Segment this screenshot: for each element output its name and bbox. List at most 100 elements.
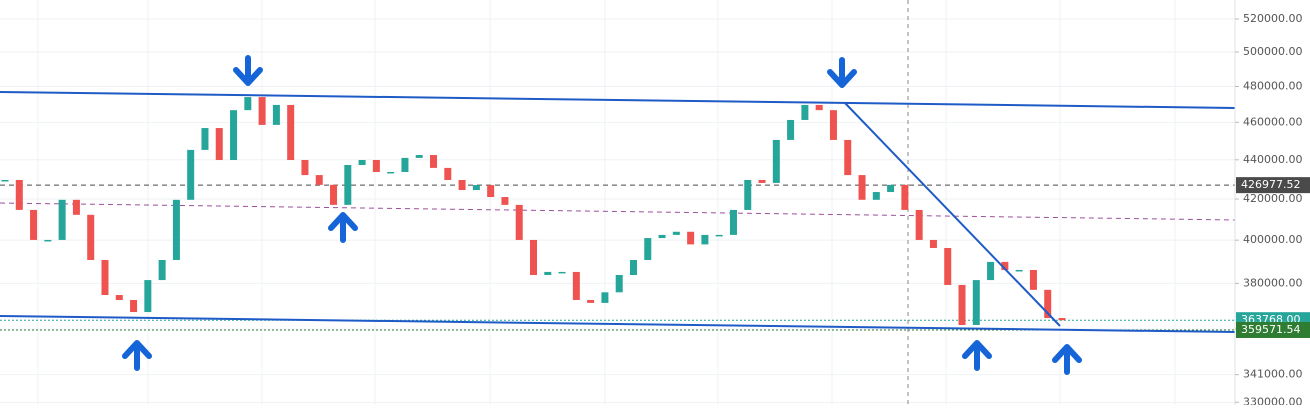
- candle: [1001, 261, 1009, 270]
- candle: [544, 271, 552, 276]
- candle: [144, 280, 152, 313]
- candle: [772, 139, 780, 183]
- candles: [1, 97, 1066, 325]
- candle: [44, 239, 52, 242]
- candle: [301, 160, 309, 176]
- up-arrow: [962, 340, 992, 371]
- candle: [672, 231, 680, 235]
- candle: [944, 247, 952, 285]
- y-tick-label: 520000.00: [1243, 12, 1303, 25]
- candle: [729, 209, 737, 235]
- candle: [487, 185, 495, 198]
- candle: [758, 179, 766, 183]
- candle: [287, 104, 295, 161]
- candle: [87, 214, 95, 260]
- y-tick-label: 330000.00: [1243, 395, 1303, 405]
- arrows: [122, 55, 1082, 375]
- y-tick-label: 400000.00: [1243, 233, 1303, 246]
- candle: [101, 259, 109, 296]
- price-tag: [1236, 321, 1310, 338]
- candle: [829, 110, 837, 140]
- candle: [315, 175, 323, 185]
- candle: [72, 199, 80, 215]
- candle: [187, 149, 195, 200]
- candle: [658, 234, 666, 239]
- candle: [615, 275, 623, 293]
- candle: [258, 97, 266, 125]
- candle: [158, 259, 166, 281]
- candle: [1029, 269, 1037, 290]
- time-grid: [37, 0, 1176, 405]
- candle: [215, 128, 223, 161]
- candle: [130, 299, 138, 313]
- candle: [444, 167, 452, 180]
- candle: [201, 128, 209, 150]
- candle: [787, 119, 795, 140]
- candle: [587, 299, 595, 303]
- candle: [115, 295, 123, 300]
- price-tag-label: 359571.54: [1241, 323, 1301, 336]
- candle: [458, 179, 466, 191]
- candle: [601, 292, 609, 303]
- candle: [958, 284, 966, 325]
- y-tick-label: 500000.00: [1243, 45, 1303, 58]
- candle: [929, 239, 937, 248]
- price-tag: [1236, 177, 1310, 194]
- up-arrow: [122, 340, 152, 371]
- up-arrow: [1052, 344, 1082, 375]
- y-tick-label: 440000.00: [1243, 153, 1303, 166]
- lower-channel-line: [0, 315, 1236, 333]
- candle: [715, 234, 723, 237]
- candle: [530, 239, 537, 276]
- candle: [272, 104, 280, 125]
- candle: [629, 259, 637, 276]
- candle: [30, 209, 38, 240]
- candle: [687, 231, 695, 245]
- candle: [1044, 289, 1052, 319]
- candle: [515, 204, 523, 240]
- candle: [244, 97, 252, 111]
- candle: [358, 160, 366, 166]
- candle: [701, 234, 709, 245]
- candle: [1058, 318, 1066, 321]
- price-axis-labels: 330000.00341000.00360000.00380000.004000…: [1235, 12, 1303, 408]
- y-tick-label: 380000.00: [1243, 276, 1303, 289]
- candle: [330, 184, 338, 205]
- candle: [387, 171, 395, 174]
- upper-channel-line: [0, 91, 1236, 109]
- candle: [372, 160, 380, 172]
- candle: [858, 175, 866, 200]
- candle: [415, 155, 423, 158]
- down-arrow: [827, 57, 857, 88]
- down-arrow: [233, 55, 263, 86]
- purple-trend-line: [0, 202, 1236, 221]
- candle: [744, 179, 752, 210]
- candle: [872, 192, 880, 200]
- candle: [887, 184, 895, 193]
- candle: [58, 199, 66, 240]
- candle: [901, 184, 909, 210]
- candle: [972, 280, 980, 325]
- grid: [0, 18, 1235, 403]
- candle: [401, 157, 409, 172]
- trend-lines: [0, 91, 1236, 333]
- candle: [558, 271, 566, 274]
- candle: [172, 199, 180, 260]
- descending-line: [844, 102, 1061, 327]
- candle: [1, 179, 9, 182]
- candle: [230, 110, 238, 161]
- y-tick-label: 480000.00: [1243, 79, 1303, 92]
- candle: [987, 261, 995, 281]
- candle: [344, 165, 352, 205]
- candle: [815, 104, 823, 111]
- candle: [15, 179, 23, 210]
- candle: [472, 185, 480, 191]
- up-arrow: [328, 212, 358, 243]
- y-tick-label: 460000.00: [1243, 115, 1303, 128]
- candle: [801, 104, 809, 120]
- y-tick-label: 341000.00: [1243, 368, 1303, 381]
- candle: [572, 271, 580, 300]
- price-tag-label: 426977.52: [1241, 178, 1301, 191]
